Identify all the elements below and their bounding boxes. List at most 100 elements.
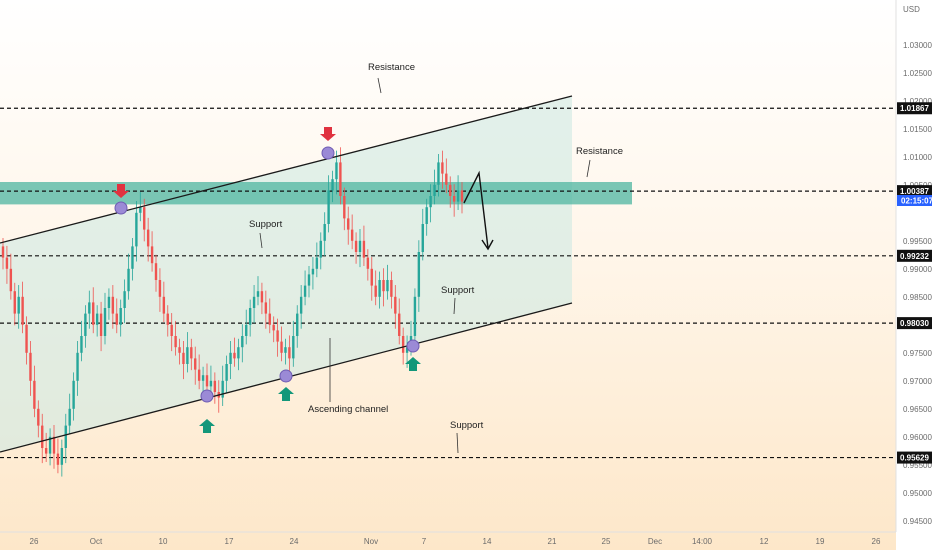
price-tick: 0.99500 bbox=[903, 237, 932, 246]
time-tick: 14:00 bbox=[692, 537, 713, 546]
candle-body bbox=[17, 296, 20, 314]
price-tick: 0.96000 bbox=[903, 433, 932, 442]
candle-body bbox=[170, 324, 173, 336]
candle-body bbox=[84, 313, 87, 336]
price-level-tag bbox=[897, 102, 932, 115]
candle-body bbox=[429, 196, 432, 208]
price-tick: 1.01000 bbox=[903, 153, 932, 162]
candle-body bbox=[311, 268, 315, 275]
candle-body bbox=[150, 246, 154, 264]
time-axis-ticks: 26 Oct 10 17 24 Nov 7 14 21 25 Dec 14:00 12 19 26 bbox=[30, 537, 881, 546]
time-tick: 17 bbox=[225, 537, 234, 546]
candle-body bbox=[241, 336, 244, 348]
candle-body bbox=[390, 280, 393, 297]
candle-body bbox=[225, 364, 228, 381]
candle-body bbox=[370, 268, 373, 286]
resistance-label-zone: Resistance bbox=[576, 146, 623, 157]
candle-body bbox=[29, 352, 32, 381]
candle-body bbox=[162, 296, 166, 314]
price-tick: 0.96500 bbox=[903, 405, 932, 414]
candle-body bbox=[299, 296, 303, 314]
price-tick: 0.98500 bbox=[903, 293, 932, 302]
candle-body bbox=[374, 285, 377, 297]
candle-body bbox=[190, 347, 193, 359]
down-arrow-icon bbox=[113, 184, 129, 198]
price-tick: 0.97000 bbox=[903, 377, 932, 386]
candle-body bbox=[401, 336, 405, 353]
candle-body bbox=[256, 291, 260, 297]
candle-body bbox=[398, 313, 401, 336]
currency-label: USD bbox=[903, 5, 920, 14]
price-tick: 1.02000 bbox=[903, 97, 932, 106]
candle-body bbox=[417, 252, 421, 297]
candle-body bbox=[88, 302, 91, 314]
price-level-tag-text: 0.95629 bbox=[900, 454, 929, 463]
touch-point bbox=[406, 339, 420, 353]
candle-body bbox=[135, 212, 138, 247]
time-tick: 14 bbox=[483, 537, 492, 546]
candle-body bbox=[158, 280, 162, 297]
candle-body bbox=[21, 296, 24, 325]
candle-body bbox=[288, 347, 291, 359]
price-level-tag-text: 1.00387 bbox=[900, 187, 929, 196]
candle-body bbox=[33, 380, 36, 409]
time-tick: 26 bbox=[872, 537, 881, 546]
candle-body bbox=[1, 246, 5, 258]
candle-body bbox=[115, 313, 118, 325]
candle-body bbox=[182, 352, 185, 364]
candle-body bbox=[303, 285, 307, 297]
candle-body bbox=[441, 162, 444, 174]
candle-body bbox=[366, 257, 370, 269]
price-level-tag-text: 1.01867 bbox=[900, 104, 929, 113]
candle-body bbox=[72, 380, 75, 409]
time-tick: 7 bbox=[422, 537, 427, 546]
price-tick: 0.94500 bbox=[903, 517, 932, 526]
candle-body bbox=[233, 352, 236, 359]
time-tick: Dec bbox=[648, 537, 662, 546]
projection-path bbox=[463, 170, 489, 249]
candle-body bbox=[213, 380, 217, 392]
up-arrow-icon bbox=[199, 419, 215, 433]
candle-body bbox=[358, 240, 362, 252]
candle-body bbox=[205, 375, 209, 387]
price-level-tag-text: 0.98030 bbox=[900, 319, 929, 328]
candle-body bbox=[68, 408, 71, 426]
price-levels bbox=[0, 107, 896, 459]
time-tick: 24 bbox=[290, 537, 299, 546]
candle-body bbox=[194, 358, 197, 370]
candle-body bbox=[64, 425, 67, 448]
candle-body bbox=[339, 162, 342, 196]
candle-body bbox=[460, 190, 464, 202]
candle-body bbox=[378, 280, 381, 297]
candle-body bbox=[123, 291, 126, 308]
candle-body bbox=[272, 324, 275, 331]
ascending-channel-label: Ascending channel bbox=[308, 404, 388, 415]
candle-body bbox=[146, 229, 150, 247]
candle-body bbox=[347, 218, 350, 230]
candle-body bbox=[248, 308, 252, 325]
candles bbox=[1, 147, 464, 477]
price-tick: 1.03000 bbox=[903, 41, 932, 50]
price-tick: 1.01500 bbox=[903, 125, 932, 134]
candle-body bbox=[237, 347, 240, 359]
candle-body bbox=[413, 296, 417, 336]
candle-body bbox=[166, 313, 169, 325]
candle-body bbox=[296, 313, 299, 336]
touch-point bbox=[279, 369, 293, 383]
candle-body bbox=[405, 347, 409, 353]
price-level-tag bbox=[897, 451, 932, 464]
candle-body bbox=[394, 296, 397, 314]
support-label-middle: Support bbox=[441, 285, 475, 296]
candle-body bbox=[174, 336, 177, 348]
candle-body bbox=[37, 408, 40, 426]
candle-body bbox=[103, 308, 107, 336]
candle-body bbox=[362, 240, 366, 258]
candle-body bbox=[276, 330, 279, 342]
candle-body bbox=[229, 352, 232, 364]
candle-body bbox=[319, 240, 322, 258]
support-label-upper: Support bbox=[249, 219, 283, 230]
candle-body bbox=[92, 302, 95, 325]
candle-body bbox=[139, 207, 142, 213]
